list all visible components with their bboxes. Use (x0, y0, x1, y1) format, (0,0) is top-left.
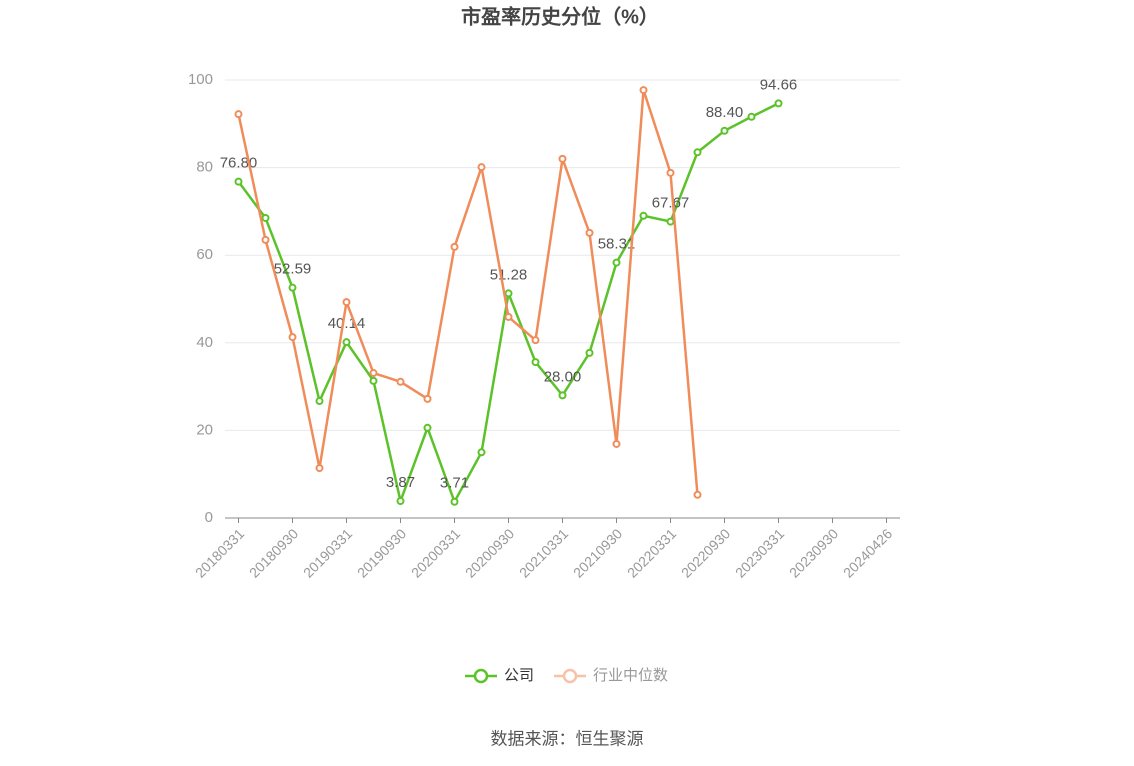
legend-label: 公司 (504, 667, 534, 684)
y-tick-label: 80 (196, 159, 213, 176)
point (342, 298, 351, 307)
point (234, 110, 243, 119)
data-label: 3.87 (386, 474, 415, 491)
point (531, 358, 540, 367)
point (315, 464, 324, 473)
point (558, 391, 567, 400)
point (288, 333, 297, 342)
point (477, 448, 486, 457)
series-line (237, 102, 780, 506)
point (288, 283, 297, 292)
x-tick-label: 20190930 (354, 525, 410, 581)
point (747, 112, 756, 121)
point (504, 289, 513, 298)
x-tick-label: 20180331 (192, 525, 248, 581)
point (774, 99, 783, 108)
x-tick-label: 20210331 (516, 525, 572, 581)
point (315, 397, 324, 406)
data-label: 3.71 (440, 475, 469, 492)
point (720, 126, 729, 135)
data-label: 94.66 (760, 76, 798, 93)
point (612, 258, 621, 267)
point (450, 497, 459, 506)
x-tick-label: 20230331 (732, 525, 788, 581)
point (261, 235, 270, 244)
point (477, 163, 486, 172)
x-tick-label: 20210930 (570, 525, 626, 581)
point (396, 497, 405, 506)
series-line (237, 89, 699, 495)
data-label: 52.59 (274, 261, 312, 278)
point (369, 369, 378, 378)
point (261, 213, 270, 222)
legend-marker (473, 668, 489, 684)
point (369, 376, 378, 385)
y-tick-label: 0 (205, 509, 213, 526)
y-tick-label: 40 (196, 334, 213, 351)
x-tick-label: 20230930 (786, 525, 842, 581)
y-tick-label: 60 (196, 246, 213, 263)
point (531, 336, 540, 345)
chart-title: 市盈率历史分位（%） (461, 4, 659, 28)
data-label: 40.14 (328, 315, 366, 332)
x-tick-label: 20200331 (408, 525, 464, 581)
point (234, 177, 243, 186)
data-label: 58.31 (598, 236, 636, 253)
point (423, 423, 432, 432)
x-tick-label: 20220930 (678, 525, 734, 581)
point (585, 348, 594, 357)
point (423, 394, 432, 403)
point (612, 439, 621, 448)
point (450, 242, 459, 251)
x-tick-label: 20190331 (300, 525, 356, 581)
point (693, 490, 702, 499)
legend-label: 行业中位数 (593, 667, 668, 684)
data-label: 28.00 (544, 368, 582, 385)
data-label: 51.28 (490, 266, 528, 283)
point (342, 338, 351, 347)
point (666, 168, 675, 177)
point (639, 86, 648, 95)
point (585, 228, 594, 237)
data-label: 88.40 (706, 104, 744, 121)
data-label: 67.67 (652, 195, 690, 212)
x-tick-label: 20200930 (462, 525, 518, 581)
point (558, 154, 567, 163)
point (666, 217, 675, 226)
point (639, 211, 648, 220)
data-label: 76.80 (220, 155, 258, 172)
point (504, 312, 513, 321)
x-tick-label: 20220331 (624, 525, 680, 581)
y-tick-label: 20 (196, 421, 213, 438)
x-tick-label: 20180930 (246, 525, 302, 581)
legend-marker (562, 668, 578, 684)
source: 数据来源：恒生聚源 (491, 729, 644, 748)
point (396, 377, 405, 386)
x-tick-label: 20240426 (840, 525, 896, 581)
y-tick-label: 100 (188, 71, 213, 88)
point (693, 148, 702, 157)
